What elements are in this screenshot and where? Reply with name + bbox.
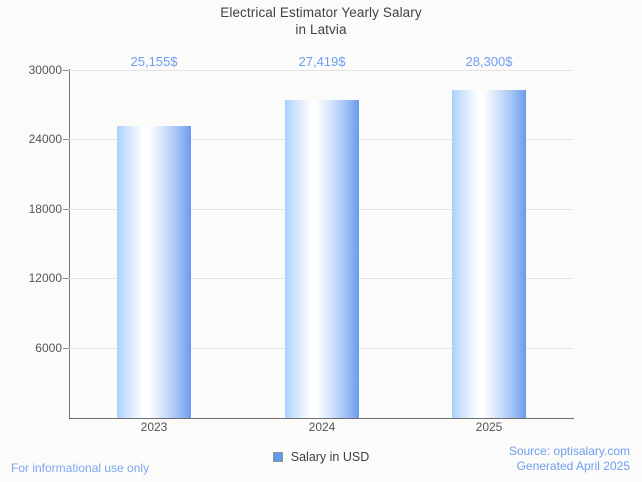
y-axis-tick-6000: 6000 <box>0 342 62 354</box>
y-axis-tick-label: 18000 <box>28 202 62 216</box>
bar-2023[interactable] <box>117 126 191 418</box>
plot-area <box>69 70 573 418</box>
chart-legend: Salary in USD <box>0 450 642 464</box>
x-axis-label-2023: 2023 <box>140 420 168 434</box>
source-text: Source: optisalary.com <box>508 444 630 458</box>
disclaimer-text: For informational use only <box>11 461 150 475</box>
gridline-30000 <box>69 70 573 71</box>
bar-2024[interactable] <box>285 100 359 418</box>
y-axis-tickmark <box>63 348 69 349</box>
source-attribution: Source: optisalary.com Generated April 2… <box>509 444 630 474</box>
x-axis-label-2025: 2025 <box>475 420 503 434</box>
y-axis-tick-18000: 18000 <box>0 203 62 215</box>
y-axis-tick-24000: 24000 <box>0 133 62 145</box>
y-axis-tick-label: 6000 <box>35 341 62 355</box>
x-axis-label-2024: 2024 <box>308 420 336 434</box>
chart-title-line1: Electrical Estimator Yearly Salary <box>220 5 422 20</box>
y-axis-tick-label: 30000 <box>28 63 62 77</box>
y-axis-tick-12000: 12000 <box>0 272 62 284</box>
y-axis-tick-30000: 30000 <box>0 64 62 76</box>
value-label-2025: 28,300$ <box>465 54 513 69</box>
y-axis-tickmark <box>63 139 69 140</box>
y-axis-tick-label: 24000 <box>28 132 62 146</box>
y-axis-tickmark <box>63 278 69 279</box>
chart-title: Electrical Estimator Yearly Salary in La… <box>0 4 642 38</box>
value-label-2023: 25,155$ <box>130 54 178 69</box>
x-axis-line <box>69 418 574 419</box>
chart-subtitle: in Latvia <box>295 22 347 37</box>
y-axis-tickmark <box>63 209 69 210</box>
legend-swatch-icon <box>272 452 283 462</box>
y-axis-tick-label: 12000 <box>28 271 62 285</box>
y-axis-line <box>69 69 70 419</box>
generated-date-text: Generated April 2025 <box>516 459 630 473</box>
legend-item-salary-in-usd[interactable]: Salary in USD <box>290 450 370 464</box>
y-axis-tickmark <box>63 70 69 71</box>
bar-2025[interactable] <box>452 90 526 418</box>
value-label-2024: 27,419$ <box>298 54 346 69</box>
